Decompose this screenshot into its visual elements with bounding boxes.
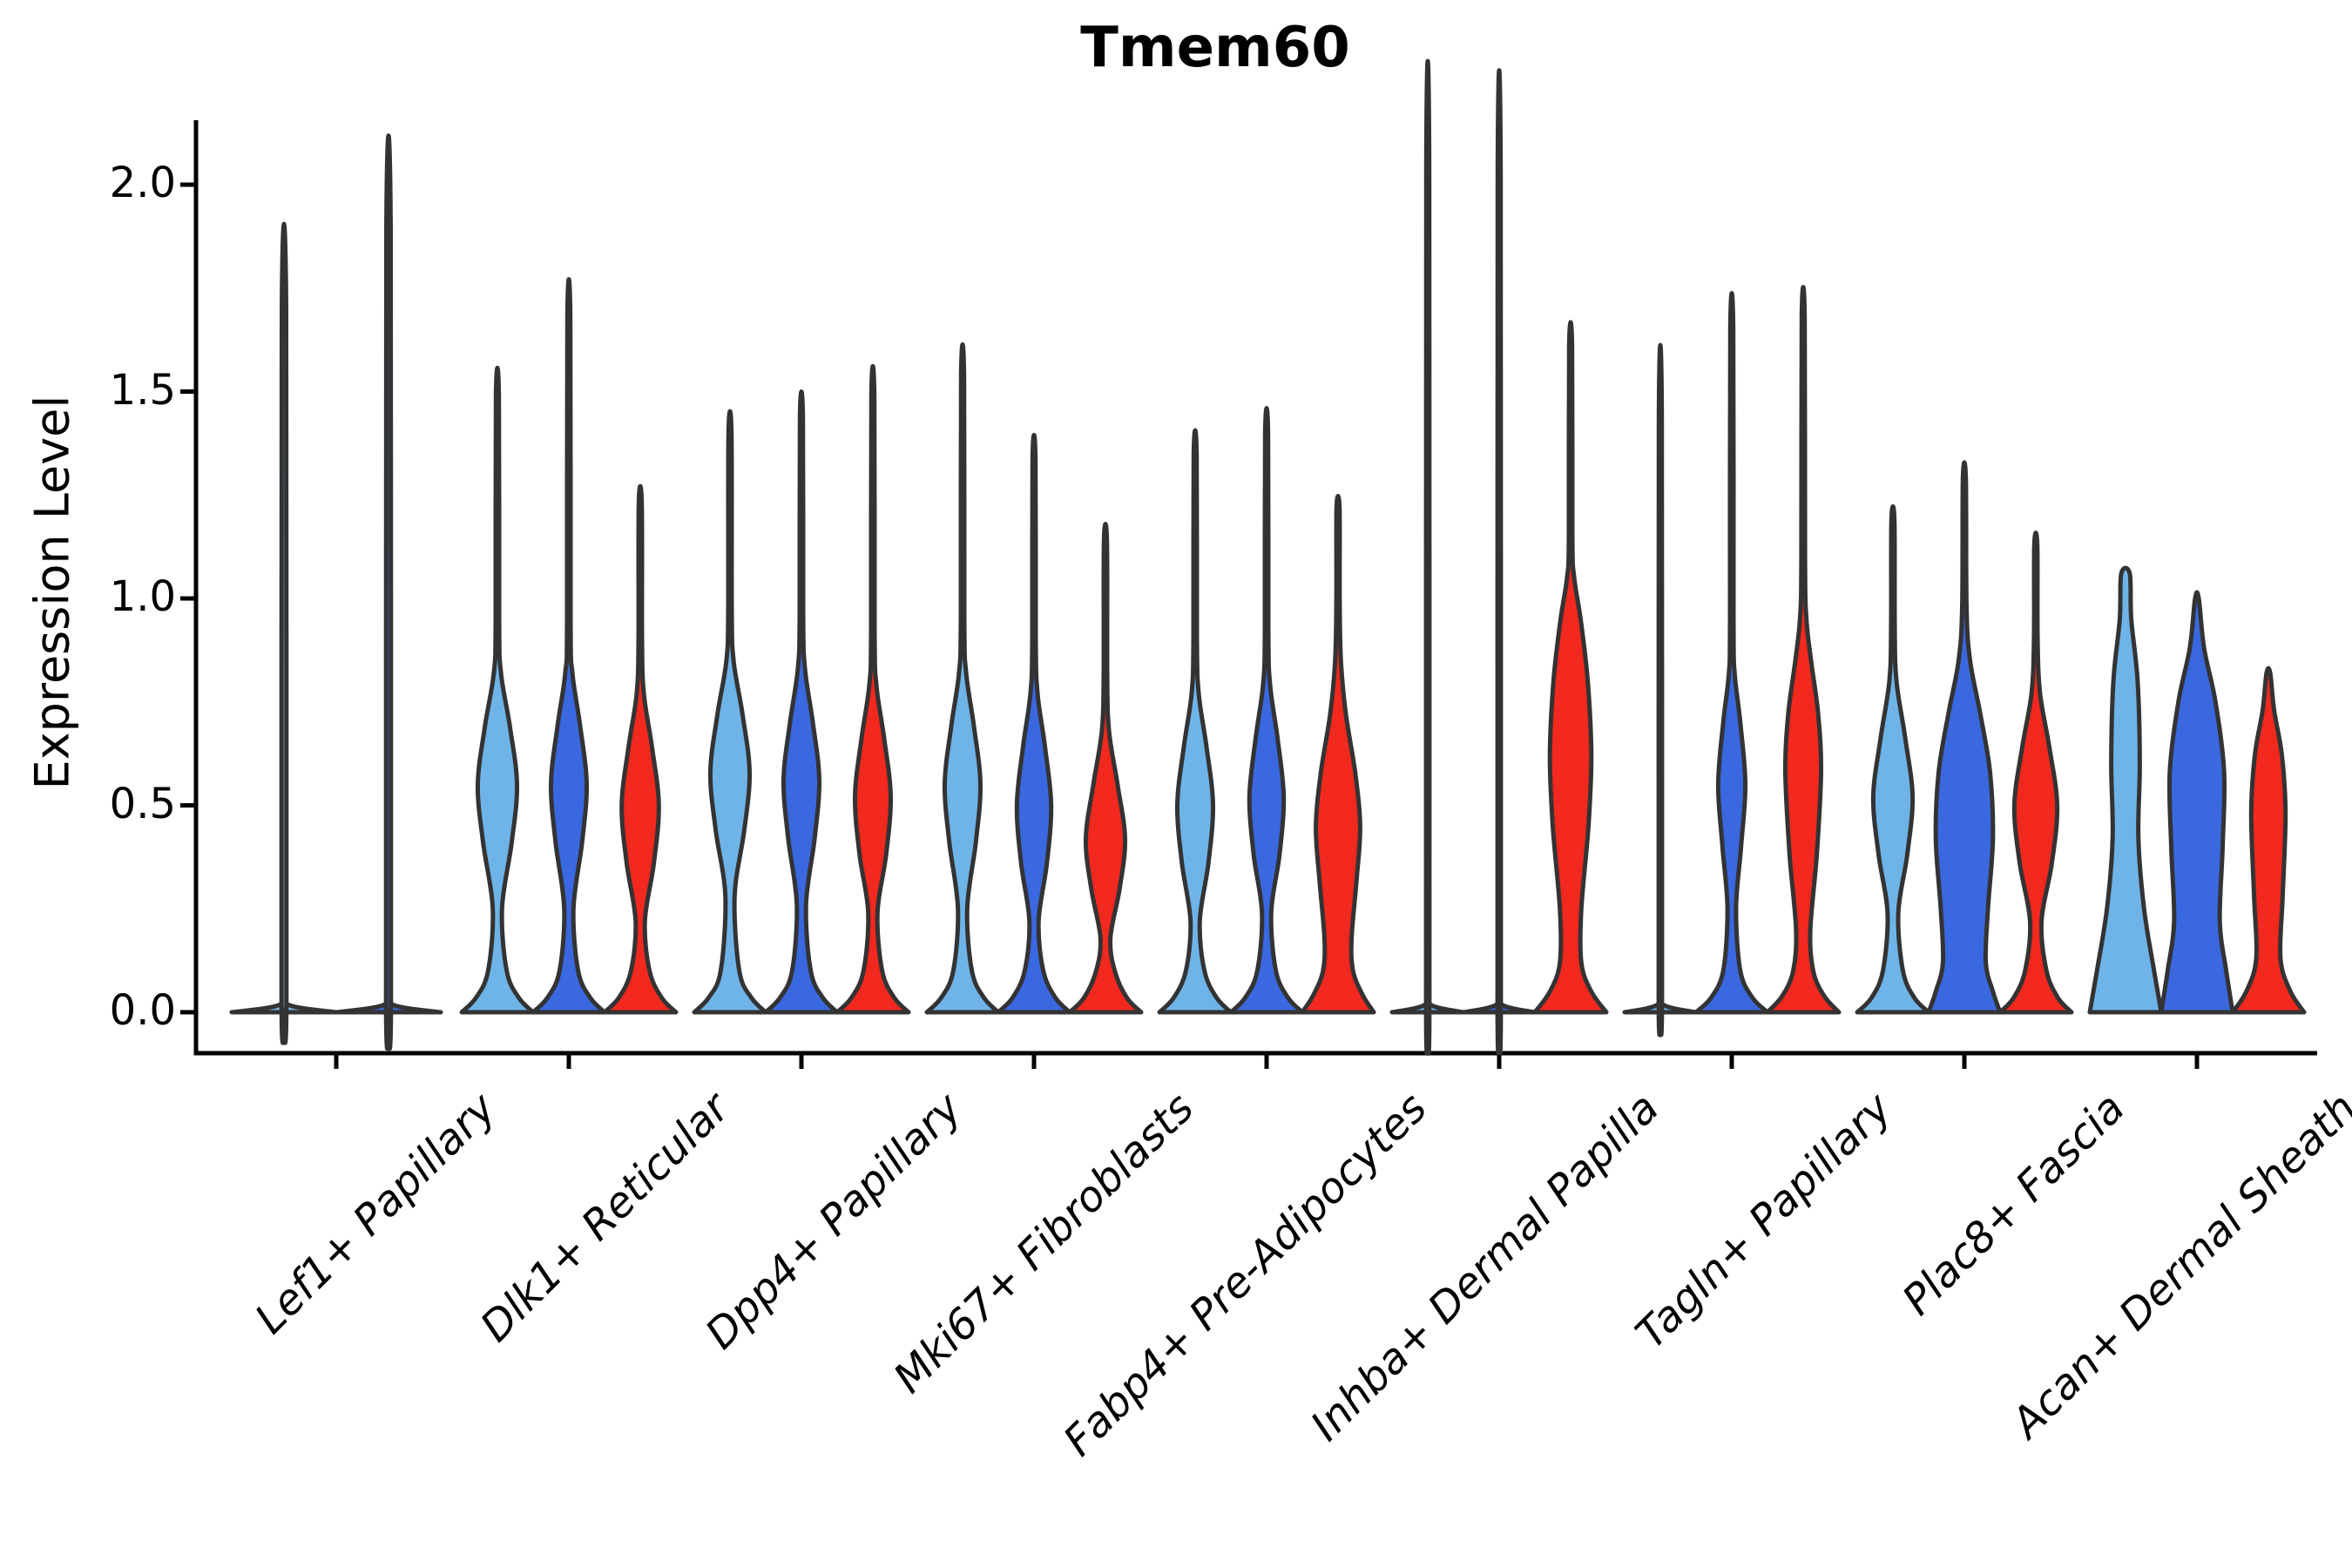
violin-shape	[602, 483, 679, 1015]
y-tick-label: 0.5	[109, 779, 176, 828]
axis-ticks	[180, 182, 2200, 1069]
violin-shape	[996, 433, 1072, 1015]
violin-shape	[1997, 531, 2074, 1015]
violin-shape	[1157, 428, 1233, 1015]
violin-shape	[1532, 320, 1609, 1015]
violin-shape	[334, 133, 443, 1051]
violin-shape	[229, 221, 339, 1045]
violin-shape	[2159, 590, 2235, 1015]
violin-shape	[1228, 406, 1305, 1015]
violin-shape	[763, 389, 840, 1015]
violin-shape	[459, 365, 536, 1015]
violin-shape	[1622, 342, 1699, 1037]
violin-shape	[835, 363, 911, 1015]
violin-shape	[1067, 522, 1144, 1015]
y-tick-label: 0.0	[109, 986, 176, 1035]
y-tick-label: 2.0	[109, 159, 176, 207]
violin-shape	[1765, 285, 1842, 1015]
violin-shape	[1855, 504, 1931, 1015]
y-tick-label: 1.5	[109, 365, 176, 415]
violin-shape	[1461, 68, 1538, 1055]
violin-shape	[1926, 460, 2003, 1015]
chart-title: Tmem60	[1080, 16, 1350, 80]
violin-shape	[2087, 565, 2164, 1015]
y-tick-label: 1.0	[109, 572, 176, 621]
violin-shape	[924, 341, 1001, 1015]
violin-shape	[1693, 291, 1770, 1015]
violin-shape	[1389, 58, 1466, 1056]
violin-shape	[531, 277, 607, 1015]
violins-layer	[229, 58, 2307, 1056]
violin-shape	[1300, 493, 1376, 1015]
violin-shape	[692, 409, 768, 1015]
violin-shape	[2230, 666, 2307, 1015]
